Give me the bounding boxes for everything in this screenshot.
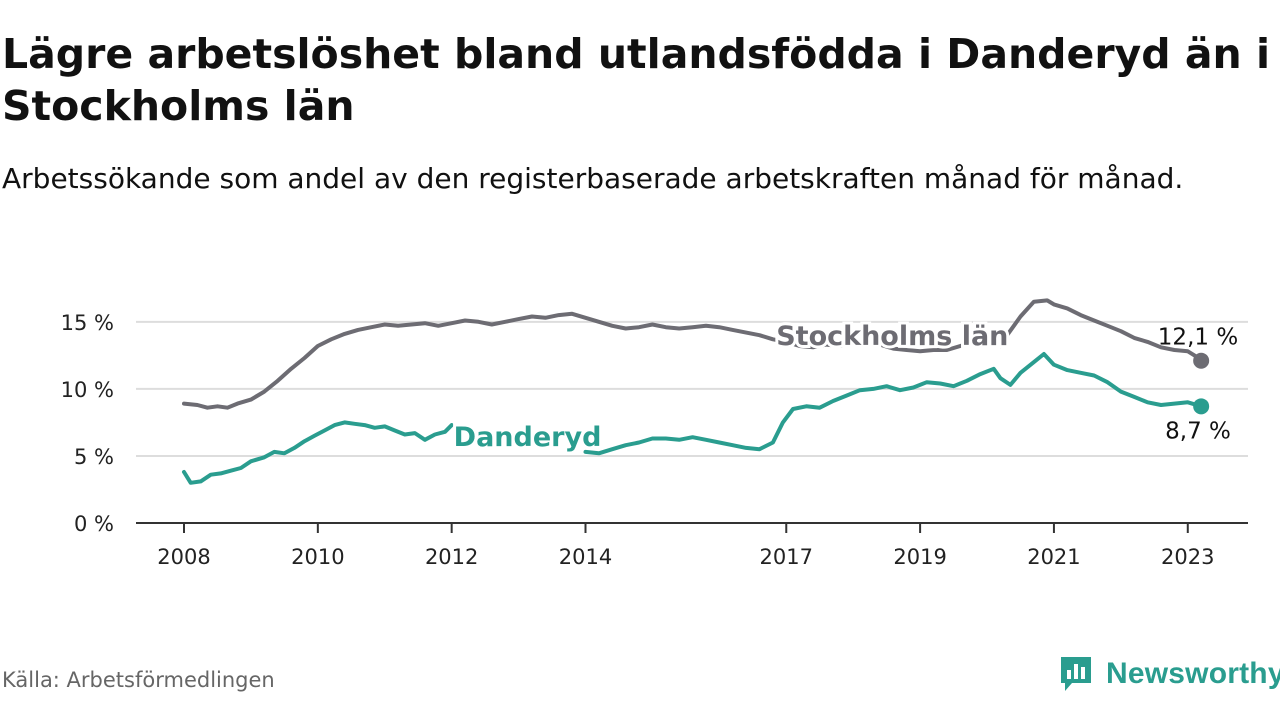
brand-logo[interactable]: Newsworthy [1058,654,1280,694]
x-tick-label: 2012 [425,545,478,569]
source-note: Källa: Arbetsförmedlingen [2,668,275,692]
gridlines [136,320,1248,457]
y-tick-label: 5 % [74,445,114,469]
x-tick-label: 2023 [1161,545,1214,569]
series-name-label: Danderyd [454,422,602,453]
series-line [583,352,1204,456]
x-tick-label: 2014 [559,545,612,569]
y-axis-ticks: 0 % 5 % 10 % 15 % [61,311,114,536]
x-tick-label: 2017 [760,545,813,569]
series-labels: Stockholms län Danderyd 12,1 % 8,7 % [451,318,1239,456]
series-end-marker [1193,352,1210,369]
line-chart: 0 %5 %10 %15 % 2008 2010 2012 2014 2017 2019 2… [61,298,1248,569]
series-line [182,298,1204,410]
x-tick-label: 2010 [291,545,344,569]
x-tick-label: 2008 [157,545,210,569]
series-name-label: Stockholms län [776,321,1008,352]
x-axis: 2008 2010 2012 2014 2017 2019 2021 2023 [136,522,1248,569]
end-value-label: 12,1 % [1158,325,1238,351]
x-tick-label: 2019 [893,545,946,569]
end-value-label: 8,7 % [1165,418,1231,444]
y-tick-label: 10 % [61,378,114,402]
x-tick-label: 2021 [1027,545,1080,569]
newsworthy-icon [1061,657,1091,691]
chart-title: Lägre arbetslöshet bland utlandsfödda i … [2,30,1271,130]
series-lines [182,298,1210,485]
y-tick-label: 15 % [61,311,114,335]
brand-name: Newsworthy [1106,657,1280,690]
series-end-marker [1193,398,1210,415]
chart-subtitle: Arbetssökande som andel av den registerb… [2,162,1184,195]
y-tick-label: 0 % [74,512,114,536]
series-line [182,420,454,485]
